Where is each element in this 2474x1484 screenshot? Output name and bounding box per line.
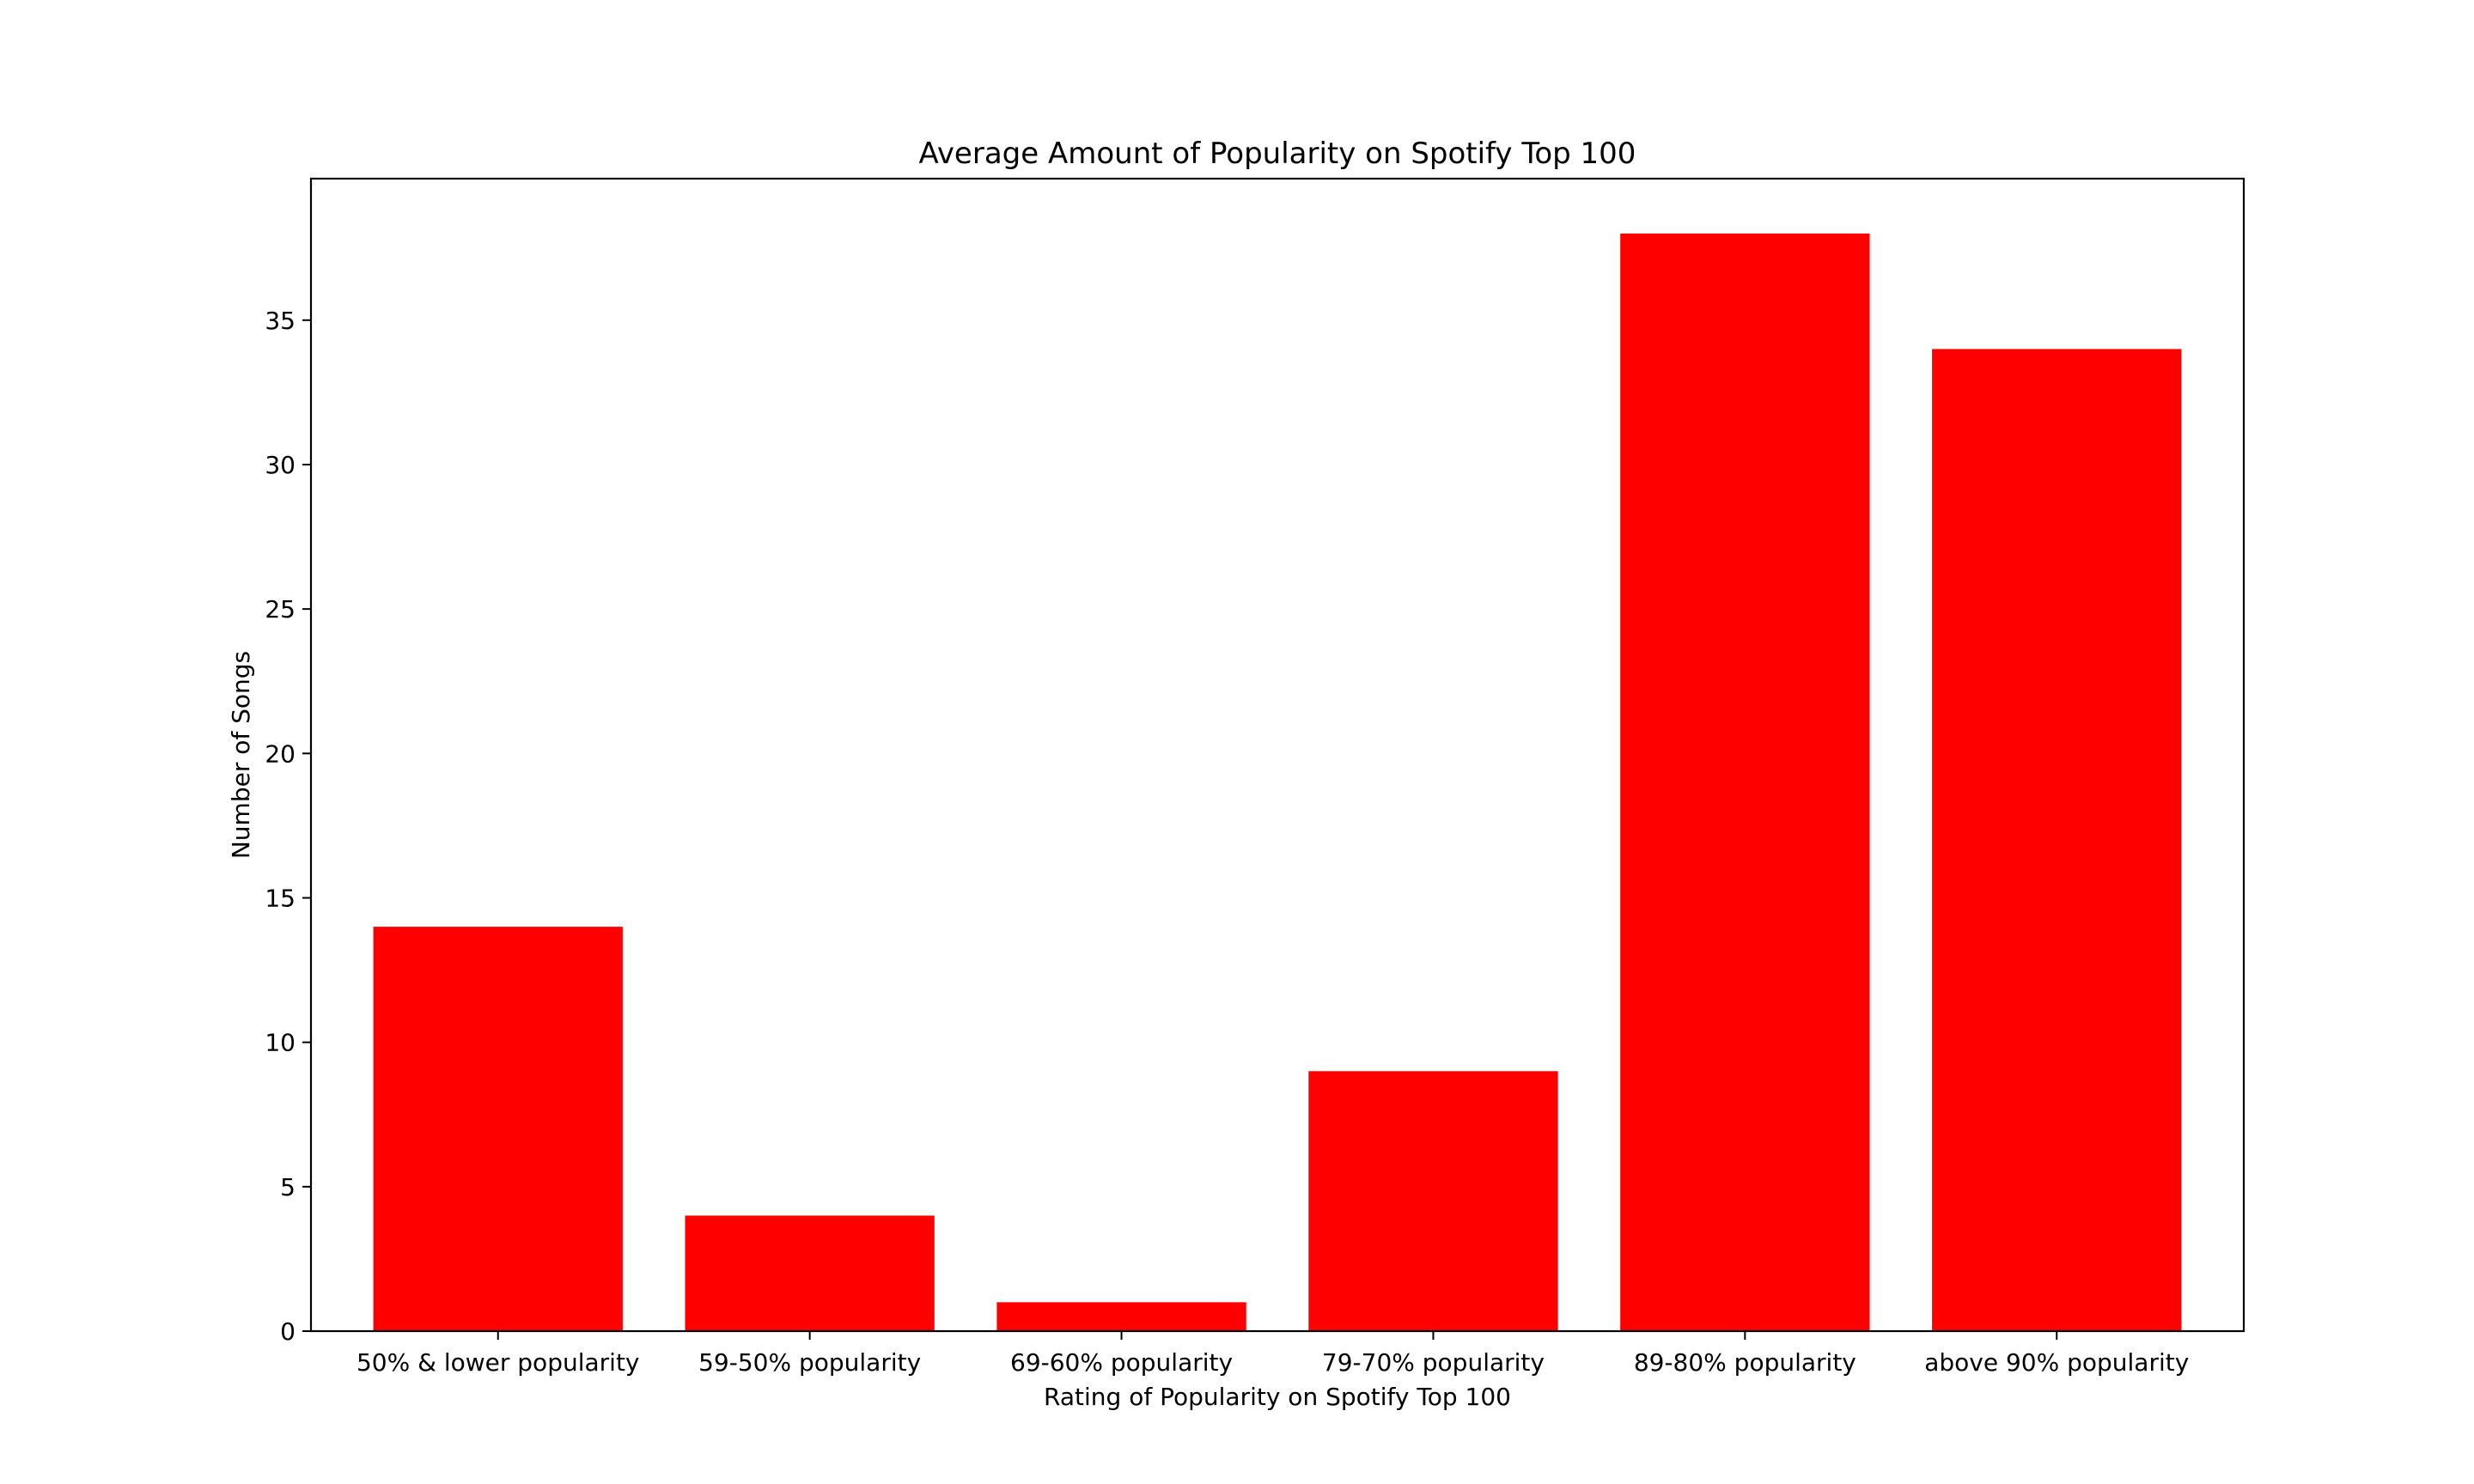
bars-layer (373, 233, 2182, 1331)
x-tick-label: 89-80% popularity (1634, 1348, 1856, 1377)
bar-5 (1932, 349, 2182, 1331)
bar-0 (373, 927, 623, 1331)
chart-title: Average Amount of Popularity on Spotify … (919, 137, 1636, 171)
y-tick-label: 20 (265, 739, 296, 768)
x-tick-label: 59-50% popularity (698, 1348, 921, 1377)
plot-frame (309, 177, 2245, 1333)
x-tick-label: 50% & lower popularity (356, 1348, 640, 1377)
bar-3 (1308, 1071, 1558, 1331)
y-axis-ticks: 0 5 10 15 20 25 30 35 (265, 307, 311, 1346)
y-tick-label: 35 (265, 307, 296, 335)
bar-2 (996, 1302, 1246, 1331)
x-tick-label: 79-70% popularity (1322, 1348, 1545, 1377)
y-tick-label: 0 (280, 1317, 296, 1346)
y-tick-label: 25 (265, 595, 296, 623)
x-axis-ticks: 50% & lower popularity 59-50% popularity 6… (356, 1331, 2189, 1377)
x-tick-label: 69-60% popularity (1010, 1348, 1233, 1377)
x-tick-label: above 90% popularity (1924, 1348, 2189, 1377)
y-tick-label: 10 (265, 1029, 296, 1057)
y-tick-label: 30 (265, 451, 296, 479)
y-tick-label: 15 (265, 884, 296, 912)
bar-4 (1620, 233, 1870, 1331)
y-tick-label: 5 (280, 1173, 296, 1201)
y-axis-label: Number of Songs (227, 651, 255, 859)
x-axis-label: Rating of Popularity on Spotify Top 100 (1044, 1383, 1511, 1411)
bar-1 (685, 1215, 935, 1331)
